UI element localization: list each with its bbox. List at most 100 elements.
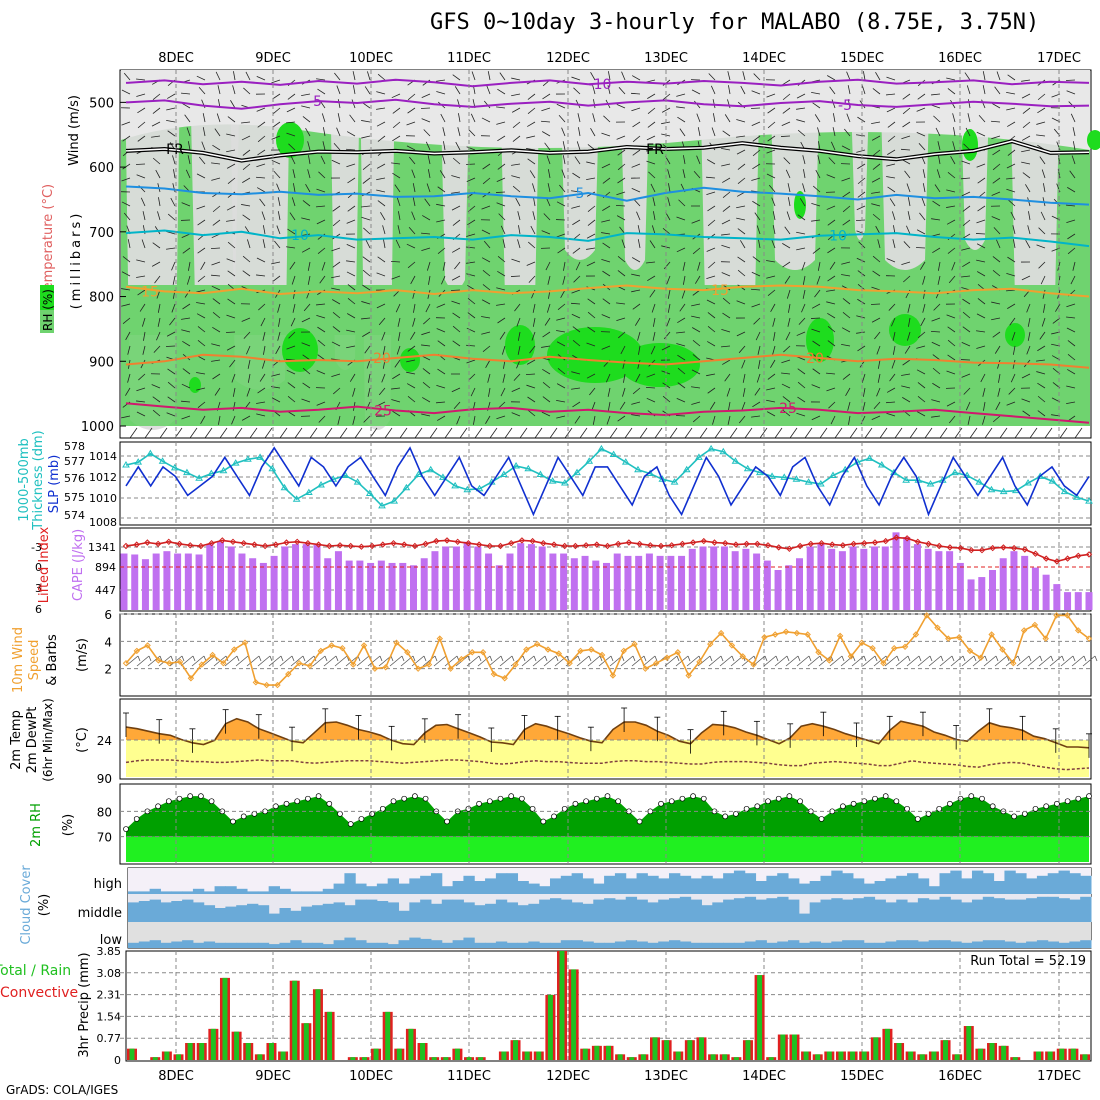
- wind-barb: [601, 163, 611, 169]
- lifted-index-point: [925, 540, 932, 548]
- wind-barb: [586, 373, 596, 379]
- wind-barb: [736, 331, 746, 337]
- isotherm-label: 20: [806, 351, 824, 367]
- rh-point: [690, 793, 696, 799]
- wind-barb: [812, 247, 821, 254]
- wind10m-label-1: 10m Wind: [11, 627, 26, 693]
- wind-barb: [526, 261, 536, 266]
- precip-bar-convective: [873, 1037, 879, 1060]
- wind-barb: [844, 128, 851, 137]
- wind-speed-point: [761, 634, 768, 641]
- wind-barb: [377, 135, 386, 142]
- li-tick: 0: [35, 561, 42, 574]
- surface-wind-barb-flag: [335, 655, 339, 662]
- surface-barb: [1059, 427, 1068, 439]
- wind-barb: [766, 387, 776, 391]
- lifted-index-point: [465, 539, 472, 547]
- wind-barb: [982, 387, 986, 397]
- wind-barb: [121, 271, 131, 277]
- rh-legend: RH (%): [40, 285, 55, 333]
- rh-point: [133, 816, 140, 822]
- wind-barb: [301, 398, 311, 403]
- wind-barb: [391, 162, 401, 165]
- wind-barb: [796, 412, 806, 417]
- wind-barb: [811, 91, 821, 95]
- wind-barb: [495, 191, 506, 193]
- thickness-point: [1048, 477, 1057, 484]
- surface-wind-barb-flag: [555, 655, 559, 662]
- wind-barb: [152, 242, 161, 249]
- wind-barb: [682, 169, 686, 179]
- wind-barb: [452, 312, 461, 319]
- wind-barb: [546, 303, 551, 313]
- wind-barb: [542, 369, 551, 375]
- cloud-bar: [398, 910, 410, 922]
- wind-barb: [872, 88, 881, 95]
- cloud-bar: [355, 940, 367, 948]
- lifted-index-point: [689, 539, 697, 546]
- lifted-index-point: [486, 542, 494, 550]
- wind-barb: [408, 156, 416, 165]
- cloud-bar: [679, 875, 692, 894]
- lifted-index-point: [743, 540, 750, 548]
- surface-wind-barb-flag: [709, 655, 713, 662]
- wind-barb: [871, 191, 881, 194]
- cloud-bar: [928, 886, 941, 894]
- surface-wind-barb-flag: [412, 655, 416, 662]
- wind-barb: [575, 261, 581, 271]
- wind-barb: [811, 203, 821, 207]
- surface-barb: [699, 427, 708, 439]
- precip-bar-convective: [931, 1051, 937, 1060]
- wind-barb: [451, 247, 461, 253]
- wind-barb: [362, 177, 371, 184]
- wind-barb: [968, 99, 971, 109]
- wind-barb: [496, 121, 506, 125]
- rh-fill: [123, 793, 1092, 862]
- wind-barb: [991, 216, 1001, 221]
- cloud-bar: [560, 875, 573, 894]
- cloud-bar: [896, 875, 908, 894]
- wind-barb: [919, 212, 926, 221]
- wind-barb: [391, 399, 401, 403]
- wind-barb: [707, 325, 716, 333]
- wind-barb: [737, 163, 746, 170]
- surface-wind-barb: [356, 655, 370, 667]
- isotherm-label: 20: [373, 351, 391, 367]
- wind-barb: [754, 212, 761, 221]
- lifted-index-point: [721, 539, 729, 547]
- wind-barb: [332, 299, 341, 305]
- precip-bar-convective: [1036, 1051, 1042, 1060]
- wind-barb: [1006, 177, 1016, 180]
- wind-barb: [907, 331, 911, 341]
- wind-barb: [423, 317, 431, 325]
- cloud-bar: [160, 902, 172, 922]
- cape-bar: [281, 546, 289, 610]
- wind-barb: [532, 317, 536, 327]
- wind-barb: [842, 205, 851, 213]
- wind-barb: [696, 155, 701, 165]
- rh-point: [283, 800, 290, 807]
- surface-wind-barb: [708, 655, 722, 667]
- wind-barb: [676, 247, 686, 253]
- wind-barb: [964, 72, 971, 81]
- cape-bars: [120, 532, 1093, 610]
- wind-barb: [916, 107, 926, 112]
- precip-legend-total: Total / Rain: [0, 963, 71, 979]
- wind-barb: [440, 113, 446, 123]
- cape-bar: [195, 554, 203, 610]
- wind-barb: [1008, 199, 1016, 207]
- wind-barb: [796, 93, 806, 99]
- wind-barb: [541, 107, 551, 112]
- wind-speed-point: [295, 659, 303, 667]
- wind-barb: [1022, 107, 1031, 114]
- wind-barb: [336, 85, 341, 95]
- wind-barb: [572, 339, 581, 347]
- precip-bar-convective: [292, 980, 298, 1060]
- cloud-bar: [874, 899, 886, 922]
- wind-barb: [812, 368, 821, 375]
- temp2m-line: [125, 717, 1090, 749]
- lifted-index-point: [989, 544, 996, 552]
- surface-barb: [219, 427, 228, 439]
